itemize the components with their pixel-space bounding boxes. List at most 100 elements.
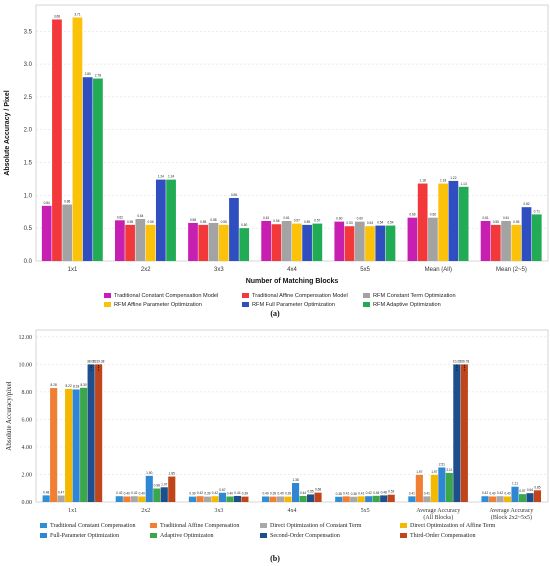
bar bbox=[168, 476, 176, 502]
x-tick-label: Average Accuracy bbox=[489, 508, 533, 514]
bar bbox=[445, 472, 453, 502]
data-label: 0.42 bbox=[212, 491, 218, 495]
bar bbox=[496, 496, 504, 502]
legend-entry: RFM Full Parameter Optimization bbox=[252, 302, 335, 308]
legend-entry: Full-Parameter Optimization bbox=[50, 533, 119, 539]
x-tick-label: Mean (2~5) bbox=[496, 267, 527, 273]
bar bbox=[375, 225, 386, 261]
bar bbox=[438, 183, 449, 261]
data-label: 0.40 bbox=[124, 491, 130, 495]
bar bbox=[480, 220, 491, 261]
bar bbox=[233, 495, 241, 502]
bar bbox=[334, 221, 345, 261]
legend-entry: Traditional Affine Compensation bbox=[160, 522, 239, 529]
bar bbox=[533, 490, 542, 502]
y-tick-label: 0.00 bbox=[22, 500, 33, 506]
legend-swatch bbox=[242, 293, 249, 298]
data-label: 0.64 bbox=[527, 488, 533, 492]
plot-frame bbox=[35, 4, 549, 262]
bar bbox=[271, 224, 282, 261]
data-label: 0.67 bbox=[219, 488, 225, 492]
y-tick-label: 3.0 bbox=[24, 62, 33, 68]
bar bbox=[511, 486, 519, 502]
bar bbox=[50, 388, 58, 502]
data-label: 38.00 bbox=[87, 359, 95, 363]
data-label: 0.57 bbox=[314, 219, 320, 223]
data-label: 0.57 bbox=[294, 219, 300, 223]
legend-swatch bbox=[40, 533, 47, 538]
bar bbox=[72, 17, 83, 261]
data-label: 0.42 bbox=[366, 491, 372, 495]
bar bbox=[518, 494, 527, 502]
bar bbox=[198, 224, 209, 261]
data-label: 0.66 bbox=[409, 213, 415, 217]
bar bbox=[138, 496, 146, 502]
legend-entry: Third-Order Compensation bbox=[410, 533, 475, 539]
bar bbox=[306, 494, 315, 502]
bar bbox=[93, 78, 103, 262]
data-label: 8.18 bbox=[73, 384, 79, 388]
data-label: 2.78 bbox=[95, 74, 101, 78]
data-label: 8.30 bbox=[81, 383, 87, 387]
bar bbox=[526, 493, 534, 502]
data-label: 0.57 bbox=[519, 489, 525, 493]
data-label: 0.40 bbox=[489, 491, 495, 495]
legend-swatch bbox=[104, 293, 111, 298]
panel-label: (a) bbox=[270, 309, 280, 318]
data-label: 0.39 bbox=[270, 492, 276, 496]
x-tick-label: 3x3 bbox=[214, 267, 224, 273]
bar bbox=[430, 474, 438, 502]
x-tick-label: Mean (All) bbox=[425, 267, 452, 273]
bar bbox=[415, 474, 423, 502]
bar bbox=[261, 220, 272, 261]
data-label: 0.85 bbox=[534, 485, 540, 489]
y-tick-label: 1.0 bbox=[24, 193, 33, 199]
data-label: 0.50 bbox=[241, 223, 247, 227]
legend-swatch bbox=[400, 523, 407, 528]
y-tick-label: 2.5 bbox=[24, 95, 33, 101]
bar bbox=[80, 387, 88, 502]
bar bbox=[277, 496, 285, 502]
data-label: 8.22 bbox=[66, 384, 72, 388]
bar bbox=[203, 496, 211, 502]
bar bbox=[155, 179, 166, 261]
y-tick-label: 8.00 bbox=[22, 390, 33, 396]
y-tick-label: 10.00 bbox=[19, 362, 33, 368]
data-label: 1.38 bbox=[292, 478, 298, 482]
data-label: 0.55 bbox=[513, 220, 519, 224]
data-label: 0.39 bbox=[204, 492, 210, 496]
data-label: 0.68 bbox=[315, 488, 321, 492]
bar bbox=[208, 222, 219, 261]
data-label: 0.64 bbox=[137, 214, 143, 218]
legend-entry: RFM Constant Term Optimization bbox=[373, 293, 456, 299]
bar bbox=[342, 496, 350, 502]
legend-entry: RFM Adaptive Optimization bbox=[373, 302, 441, 308]
x-tick-label: 1x1 bbox=[68, 267, 78, 273]
data-label: 1.97 bbox=[416, 470, 422, 474]
bar bbox=[314, 492, 322, 502]
legend-swatch bbox=[40, 523, 47, 528]
data-label: 0.44 bbox=[300, 491, 306, 495]
chart-a: 0.0 0.5 1.0 1.5 2.0 2.5 3.0 3.5 0.84 3.68 0.86 3.71… bbox=[4, 4, 549, 318]
break-marker: ⋮ bbox=[96, 364, 102, 371]
y-tick-label: 6.00 bbox=[22, 417, 33, 423]
bar bbox=[269, 496, 277, 502]
plot-frame bbox=[35, 329, 549, 503]
x-tick-label: 5x5 bbox=[360, 267, 370, 273]
data-label: 0.39 bbox=[242, 492, 248, 496]
data-label: 0.38 bbox=[336, 492, 342, 496]
bar bbox=[87, 364, 95, 502]
data-label: 0.44 bbox=[234, 491, 240, 495]
bar bbox=[531, 214, 542, 261]
data-label: 0.53 bbox=[388, 490, 394, 494]
bar bbox=[166, 179, 176, 261]
legend-entry: Direct Optimization of Constant Term bbox=[270, 522, 362, 529]
x-tick-label: 3x3 bbox=[214, 508, 223, 514]
data-label: 1.85 bbox=[169, 472, 175, 476]
data-label: 0.58 bbox=[190, 218, 196, 222]
bar bbox=[372, 495, 380, 502]
chart-b: 0.00 2.00 4.00 6.00 8.00 10.00 12.00 0.48 8.28 0.… bbox=[5, 329, 549, 563]
data-label: 1.18 bbox=[420, 179, 426, 183]
data-label: 1.13 bbox=[461, 182, 467, 186]
data-label: 0.55 bbox=[221, 220, 227, 224]
